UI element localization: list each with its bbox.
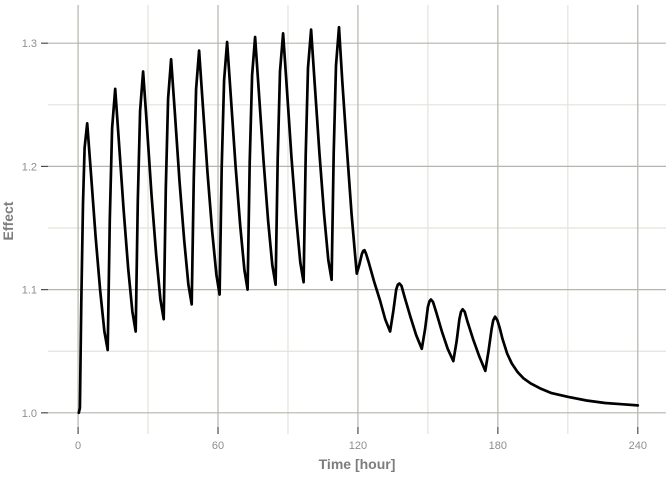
x-tick-label: 180 xyxy=(489,440,507,452)
y-tick-label: 1.3 xyxy=(22,38,37,50)
y-tick-label: 1.1 xyxy=(22,285,37,297)
x-tick-label: 120 xyxy=(349,440,367,452)
y-axis-title: Effect xyxy=(0,201,16,241)
x-tick-label: 60 xyxy=(212,440,224,452)
y-tick-label: 1.0 xyxy=(22,408,37,420)
x-tick-label: 240 xyxy=(629,440,647,452)
effect-curve xyxy=(77,25,640,415)
y-tick-label: 1.2 xyxy=(22,161,37,173)
x-tick-label: 0 xyxy=(75,440,81,452)
x-axis-title: Time [hour] xyxy=(318,456,396,472)
